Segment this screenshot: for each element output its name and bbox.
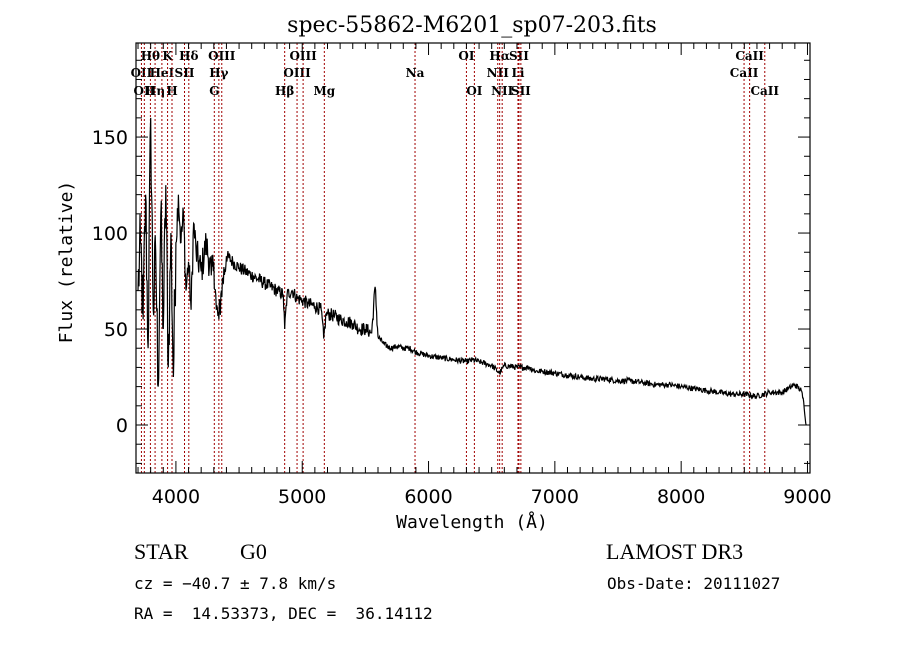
spectral-line-label: Hγ	[209, 66, 228, 80]
spectral-line-label: Li	[511, 66, 524, 80]
spectral-line-label: Na	[406, 66, 425, 80]
spectrum-line	[137, 117, 807, 426]
y-tick-label: 0	[116, 415, 128, 437]
x-tick-label: 4000	[152, 486, 200, 508]
spectral-line-label: Hδ	[179, 49, 198, 63]
spectral-line-label: OIII	[289, 49, 317, 63]
redshift-info: cz = −40.7 ± 7.8 km/s	[134, 574, 337, 593]
spectral-line-label: SII	[511, 84, 531, 98]
spectral-line-label: Hα	[489, 49, 510, 63]
axis-ticks: 4000 5000 6000 7000 8000 9000 0 50 100 150	[92, 43, 832, 508]
spectral-line-label: NII	[491, 84, 514, 98]
spectral-line-label: SII	[175, 66, 195, 80]
object-subclass: G0	[240, 539, 267, 564]
spectral-line-label: NII	[487, 66, 510, 80]
spectral-lines-layer: OIIOIIHθHηHeIKHSIIHδGHγOIIIHβOIIIOIIIMgN…	[131, 43, 779, 473]
x-tick-label: 9000	[783, 486, 831, 508]
plot-frame	[135, 42, 811, 474]
y-tick-label: 100	[92, 223, 128, 245]
coordinates: RA = 14.53373, DEC = 36.14112	[134, 604, 433, 623]
spectral-line-label: SII	[509, 49, 529, 63]
spectral-line-label: Hη	[145, 84, 165, 98]
spectral-line-label: Hβ	[275, 84, 294, 98]
spectral-line-label: HeI	[150, 66, 175, 80]
spectral-line-label: OI	[458, 49, 474, 63]
spectral-line-label: OI	[466, 84, 482, 98]
spectral-line-label: Hθ	[141, 49, 160, 63]
x-tick-label: 8000	[657, 486, 705, 508]
y-axis-label: Flux (relative)	[56, 181, 77, 344]
spectral-line-label: CaII	[735, 49, 764, 63]
y-tick-label: 50	[104, 319, 128, 341]
spectral-line-label: CaII	[730, 66, 759, 80]
survey-name: LAMOST DR3	[606, 539, 744, 564]
x-axis-label: Wavelength (Å)	[396, 511, 548, 533]
spectral-line-label: OIII	[283, 66, 311, 80]
chart-title: spec-55862-M6201_sp07-203.fits	[287, 13, 657, 38]
spectral-line-label: CaII	[750, 84, 779, 98]
spectral-line-label: G	[209, 84, 219, 98]
spectral-line-label: H	[166, 84, 177, 98]
x-tick-label: 6000	[404, 486, 452, 508]
spectral-line-label: K	[162, 49, 173, 63]
series-layer	[137, 117, 807, 426]
x-tick-label: 5000	[278, 486, 326, 508]
obs-date: Obs-Date: 20111027	[607, 574, 781, 593]
y-tick-label: 150	[92, 127, 128, 149]
spectral-line-label: Mg	[313, 84, 335, 98]
x-tick-label: 7000	[531, 486, 579, 508]
object-class: STAR	[134, 539, 189, 564]
spectral-line-label: OIII	[208, 49, 236, 63]
